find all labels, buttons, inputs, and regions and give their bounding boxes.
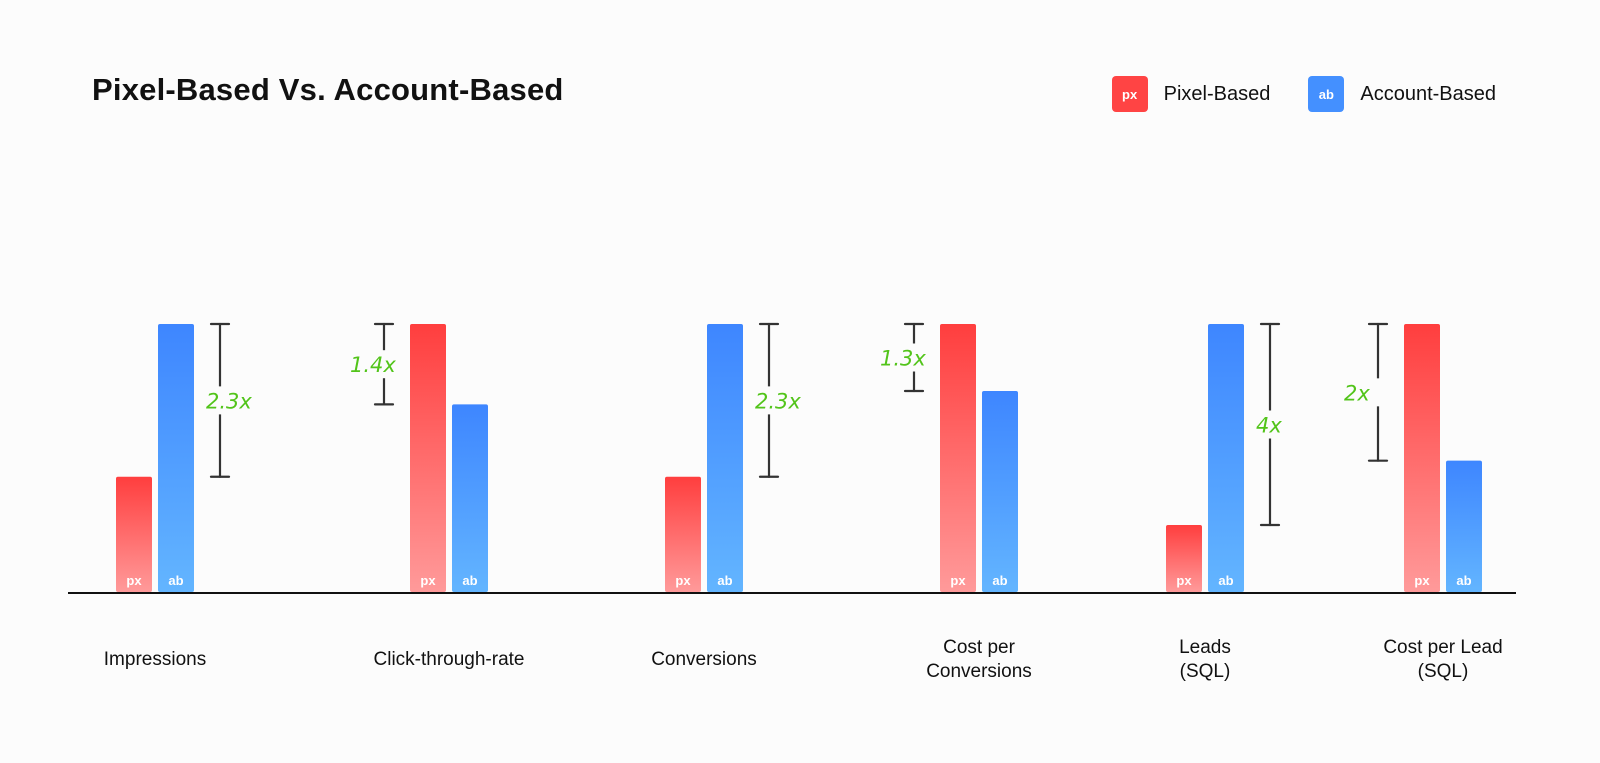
bar-badge-px-5: px xyxy=(1414,573,1430,588)
bar-badge-ab-3: ab xyxy=(992,573,1007,588)
bar-px-4 xyxy=(1166,525,1202,592)
bracket-gap-1 xyxy=(379,350,389,379)
bar-px-5 xyxy=(1404,324,1440,592)
bar-px-3 xyxy=(940,324,976,592)
legend-swatch-ab: ab xyxy=(1308,76,1345,112)
bar-badge-ab-4: ab xyxy=(1218,573,1233,588)
category-label-1-0: Click-through-rate xyxy=(374,649,525,670)
bar-ab-1 xyxy=(452,404,488,592)
bar-badge-px-1: px xyxy=(420,573,436,588)
category-label-0-0: Impressions xyxy=(104,649,206,670)
bar-px-1 xyxy=(410,324,446,592)
bar-badge-ab-0: ab xyxy=(168,573,183,588)
bracket-gap-4 xyxy=(1265,410,1275,439)
bar-px-0 xyxy=(116,476,152,592)
bar-badge-px-3: px xyxy=(950,573,966,588)
bar-ab-2 xyxy=(707,324,743,592)
legend-item-pixel-based: px Pixel-Based xyxy=(1111,76,1271,112)
chart-title: Pixel-Based Vs. Account-Based xyxy=(92,72,564,107)
category-label-5-1: (SQL) xyxy=(1418,661,1469,682)
category-label-4-0: Leads xyxy=(1179,637,1231,658)
category-label-5-0: Cost per Lead xyxy=(1383,637,1502,658)
legend: px Pixel-Based ab Account-Based xyxy=(1074,76,1496,112)
bracket-gap-5 xyxy=(1373,378,1383,407)
bar-badge-px-0: px xyxy=(126,573,142,588)
bar-badge-px-4: px xyxy=(1176,573,1192,588)
bracket-gap-3 xyxy=(909,343,919,372)
bar-badge-px-2: px xyxy=(675,573,691,588)
difference-annotation-1: 1.4x xyxy=(350,353,396,377)
legend-label-account-based: Account-Based xyxy=(1360,82,1496,105)
category-label-3-1: Conversions xyxy=(926,661,1032,682)
bracket-gap-2 xyxy=(764,386,774,415)
difference-annotation-0: 2.3x xyxy=(206,389,252,413)
bar-ab-4 xyxy=(1208,324,1244,592)
legend-swatch-px: px xyxy=(1111,76,1148,112)
category-label-3-0: Cost per xyxy=(943,637,1015,658)
legend-item-account-based: ab Account-Based xyxy=(1308,76,1496,112)
legend-label-pixel-based: Pixel-Based xyxy=(1163,82,1271,105)
bar-ab-3 xyxy=(982,391,1018,592)
bar-px-2 xyxy=(665,476,701,592)
bar-badge-ab-2: ab xyxy=(717,573,732,588)
bar-ab-5 xyxy=(1446,460,1482,592)
bar-badge-ab-1: ab xyxy=(462,573,477,588)
difference-annotation-3: 1.3x xyxy=(880,347,926,371)
bracket-gap-0 xyxy=(215,386,225,415)
bar-ab-0 xyxy=(158,324,194,592)
difference-annotation-2: 2.3x xyxy=(755,389,801,413)
difference-annotation-5: 2x xyxy=(1344,381,1370,405)
category-label-2-0: Conversions xyxy=(651,649,757,670)
difference-annotation-4: 4x xyxy=(1256,414,1282,438)
bar-badge-ab-5: ab xyxy=(1456,573,1471,588)
category-label-4-1: (SQL) xyxy=(1180,661,1231,682)
